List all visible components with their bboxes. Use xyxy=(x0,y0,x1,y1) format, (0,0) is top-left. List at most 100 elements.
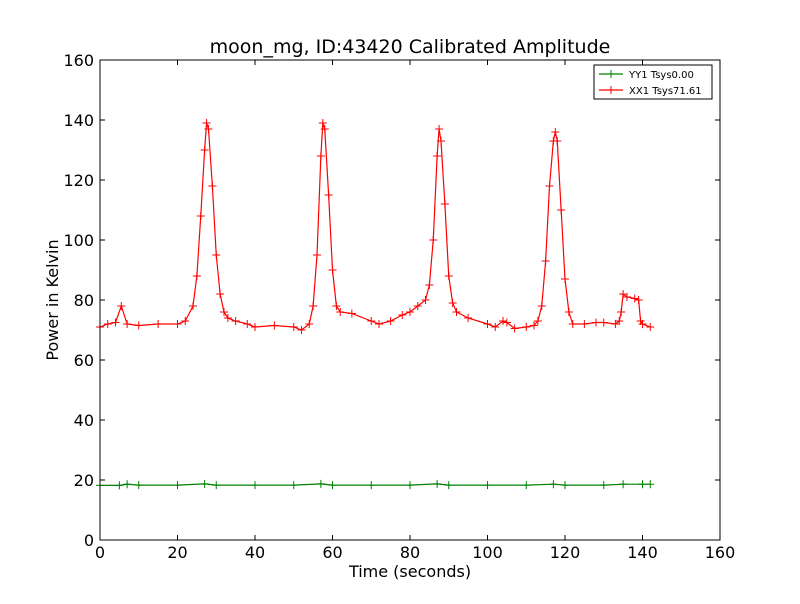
data-point xyxy=(615,317,624,325)
data-point xyxy=(638,480,647,489)
data-point xyxy=(541,257,550,265)
data-point xyxy=(561,275,569,283)
x-tick-label: 0 xyxy=(95,543,105,562)
x-tick-label: 100 xyxy=(472,543,503,562)
data-point xyxy=(646,323,655,331)
legend: YY1 Tsys0.00 XX1 Tsys71.61 xyxy=(593,64,713,100)
data-point xyxy=(406,481,414,490)
data-point xyxy=(568,320,577,328)
data-point xyxy=(638,320,647,328)
data-point xyxy=(580,320,589,328)
data-point xyxy=(413,302,422,310)
data-point xyxy=(564,308,573,316)
data-point xyxy=(243,320,252,328)
data-point xyxy=(386,317,395,325)
data-point xyxy=(297,326,306,334)
series-line xyxy=(99,122,651,331)
y-tick-label: 0 xyxy=(84,531,94,550)
data-point xyxy=(347,309,356,318)
data-point xyxy=(599,481,608,490)
data-point xyxy=(452,308,461,316)
data-point xyxy=(448,299,457,307)
data-point xyxy=(510,324,519,333)
data-point xyxy=(192,272,201,280)
data-point xyxy=(316,152,325,160)
data-point xyxy=(289,481,298,490)
legend-marker xyxy=(607,86,615,94)
data-point xyxy=(251,481,259,490)
data-point xyxy=(200,146,209,154)
data-point xyxy=(551,128,560,136)
data-point xyxy=(202,119,211,127)
data-point xyxy=(623,293,631,301)
y-tick-label: 20 xyxy=(74,471,94,490)
legend-marker xyxy=(607,70,615,78)
data-point xyxy=(332,302,341,310)
chart-title: moon_mg, ID:43420 Calibrated Amplitude xyxy=(210,36,611,58)
x-tick-label: 140 xyxy=(627,543,658,562)
data-point xyxy=(324,191,333,199)
data-point xyxy=(328,481,337,490)
data-point xyxy=(220,308,228,316)
data-point xyxy=(502,318,511,327)
data-point xyxy=(154,320,163,328)
data-point xyxy=(398,311,407,319)
data-point xyxy=(223,314,232,322)
data-point xyxy=(537,302,546,310)
data-point xyxy=(231,317,240,325)
data-point xyxy=(196,212,205,220)
data-point xyxy=(309,302,318,310)
x-tick-label: 40 xyxy=(245,543,265,562)
data-point xyxy=(123,320,132,328)
x-tick-label: 80 xyxy=(400,543,420,562)
data-point xyxy=(553,137,562,145)
data-point xyxy=(316,479,325,488)
data-point xyxy=(619,480,628,489)
series-1 xyxy=(96,479,655,490)
data-point xyxy=(592,318,600,327)
y-tick-label: 60 xyxy=(74,351,94,370)
data-point xyxy=(499,317,507,325)
data-point xyxy=(134,321,143,330)
x-tick-label: 20 xyxy=(167,543,187,562)
legend-box xyxy=(593,64,713,100)
data-point xyxy=(117,302,126,310)
data-point xyxy=(289,323,298,331)
data-point xyxy=(522,323,531,331)
data-point xyxy=(103,320,112,328)
y-tick-label: 140 xyxy=(63,111,94,130)
data-point xyxy=(437,137,445,145)
data-point xyxy=(630,294,639,303)
data-point xyxy=(440,200,449,208)
data-point xyxy=(313,251,321,259)
data-point xyxy=(328,266,337,274)
data-point xyxy=(522,481,531,490)
data-point xyxy=(375,320,383,328)
data-point xyxy=(115,481,124,490)
data-point xyxy=(251,323,259,331)
data-point xyxy=(212,481,221,490)
data-point xyxy=(557,206,566,214)
data-point xyxy=(406,308,414,316)
data-point xyxy=(617,308,626,316)
data-point xyxy=(483,320,492,328)
data-point xyxy=(429,236,438,244)
data-point xyxy=(599,318,608,327)
legend-label: YY1 Tsys0.00 xyxy=(628,70,694,81)
data-point xyxy=(216,290,225,298)
data-point xyxy=(200,479,209,488)
data-point xyxy=(421,296,430,304)
data-point xyxy=(336,308,345,316)
data-point xyxy=(320,125,329,133)
data-point xyxy=(123,480,132,489)
data-point xyxy=(367,317,376,325)
data-point xyxy=(530,321,538,330)
data-point xyxy=(561,481,569,490)
data-point xyxy=(634,296,643,304)
data-point xyxy=(305,320,314,328)
data-point xyxy=(533,317,542,325)
data-point xyxy=(189,302,197,310)
data-point xyxy=(545,182,554,190)
y-tick-label: 120 xyxy=(63,171,94,190)
